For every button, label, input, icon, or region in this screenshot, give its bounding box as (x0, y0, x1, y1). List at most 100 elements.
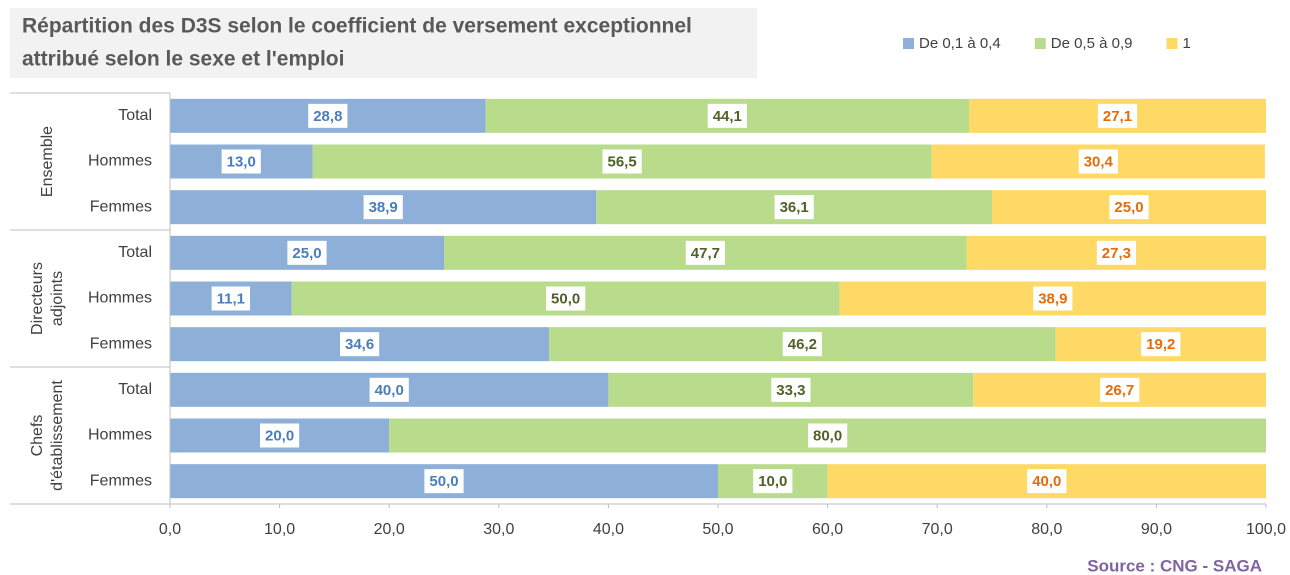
label-box (369, 377, 409, 402)
value-label: 38,9 (1038, 290, 1067, 307)
label-box (1078, 149, 1118, 174)
value-label: 13,0 (227, 153, 256, 170)
value-label: 44,1 (713, 108, 742, 125)
data-label: 10,0 (753, 469, 793, 494)
data-label: 27,3 (1096, 240, 1136, 265)
data-label: 47,7 (685, 240, 725, 265)
label-box (221, 149, 261, 174)
label-box (287, 240, 327, 265)
label-box (1097, 103, 1138, 128)
value-label: 27,1 (1103, 108, 1132, 125)
data-label: 27,1 (1097, 103, 1138, 128)
value-label: 26,7 (1105, 382, 1134, 399)
x-tick-label: 60,0 (812, 521, 843, 538)
group-label: Chefs (29, 415, 46, 457)
legend-swatch (1166, 38, 1178, 49)
label-box (1100, 377, 1140, 402)
label-box (707, 103, 747, 128)
chart-title: Répartition des D3S selon le coefficient… (22, 15, 692, 38)
label-box (259, 423, 300, 448)
label-box (1141, 332, 1181, 357)
x-tick-label: 100,0 (1246, 521, 1286, 538)
y-tick-label: Femmes (90, 335, 152, 352)
legend-label: De 0,5 à 0,9 (1051, 35, 1133, 52)
value-label: 25,0 (1114, 199, 1143, 216)
label-box (1033, 286, 1073, 311)
label-box (1027, 469, 1067, 494)
x-tick-label: 50,0 (702, 521, 733, 538)
data-label: 26,7 (1100, 377, 1140, 402)
data-label: 44,1 (707, 103, 747, 128)
label-box (602, 149, 642, 174)
value-label: 10,0 (758, 473, 787, 490)
data-label: 20,0 (259, 423, 300, 448)
value-label: 40,0 (375, 382, 404, 399)
y-tick-label: Total (118, 244, 152, 261)
label-box (363, 195, 403, 220)
group-label: adjoints (49, 271, 66, 326)
legend-swatch (903, 38, 914, 49)
data-label: 80,0 (807, 423, 848, 448)
x-tick-label: 30,0 (483, 521, 514, 538)
data-label: 25,0 (1109, 195, 1149, 220)
data-label: 34,6 (340, 332, 380, 357)
y-tick-label: Hommes (88, 153, 152, 170)
legend-swatch (1034, 38, 1046, 49)
data-label: 46,2 (782, 332, 822, 357)
label-box (771, 377, 811, 402)
data-label: 38,9 (1033, 286, 1073, 311)
data-label: 11,1 (211, 286, 251, 311)
label-box (546, 286, 586, 311)
value-label: 50,0 (429, 473, 458, 490)
y-tick-label: Hommes (88, 427, 152, 444)
value-label: 38,9 (369, 199, 398, 216)
label-box (685, 240, 725, 265)
label-box (308, 103, 348, 128)
value-label: 20,0 (265, 427, 294, 444)
label-box (1109, 195, 1149, 220)
x-tick-label: 20,0 (374, 521, 405, 538)
data-label: 13,0 (221, 149, 261, 174)
value-label: 34,6 (345, 336, 374, 353)
group-label: Directeurs (29, 262, 46, 335)
x-tick-label: 90,0 (1141, 521, 1172, 538)
data-label: 33,3 (771, 377, 811, 402)
legend-label: 1 (1182, 35, 1190, 52)
title-box (10, 8, 757, 78)
value-label: 46,2 (788, 336, 817, 353)
value-label: 30,4 (1084, 153, 1114, 170)
value-label: 36,1 (780, 199, 809, 216)
value-label: 19,2 (1146, 336, 1175, 353)
y-tick-label: Total (118, 381, 152, 398)
label-box (753, 469, 793, 494)
value-label: 11,1 (217, 290, 245, 307)
x-tick-label: 80,0 (1031, 521, 1062, 538)
value-label: 56,5 (607, 153, 636, 170)
label-box (782, 332, 822, 357)
data-label: 50,0 (546, 286, 586, 311)
label-box (340, 332, 380, 357)
x-tick-label: 0,0 (159, 521, 181, 538)
source: Source : CNG - SAGA (1087, 556, 1262, 575)
x-tick-label: 40,0 (593, 521, 624, 538)
group-label: Ensemble (39, 126, 56, 197)
data-label: 38,9 (363, 195, 403, 220)
x-tick-label: 70,0 (922, 521, 953, 538)
label-box (1096, 240, 1136, 265)
value-label: 80,0 (813, 427, 842, 444)
data-label: 56,5 (602, 149, 642, 174)
value-label: 40,0 (1032, 473, 1061, 490)
value-label: 33,3 (776, 382, 805, 399)
legend-label: De 0,1 à 0,4 (919, 35, 1001, 52)
data-label: 19,2 (1141, 332, 1181, 357)
data-label: 50,0 (424, 469, 464, 494)
data-label: 40,0 (369, 377, 409, 402)
y-tick-label: Femmes (90, 472, 152, 489)
y-tick-label: Total (118, 107, 152, 124)
label-box (774, 195, 814, 220)
value-label: 25,0 (292, 245, 321, 262)
data-label: 28,8 (308, 103, 348, 128)
value-label: 47,7 (691, 245, 720, 262)
label-box (211, 286, 251, 311)
